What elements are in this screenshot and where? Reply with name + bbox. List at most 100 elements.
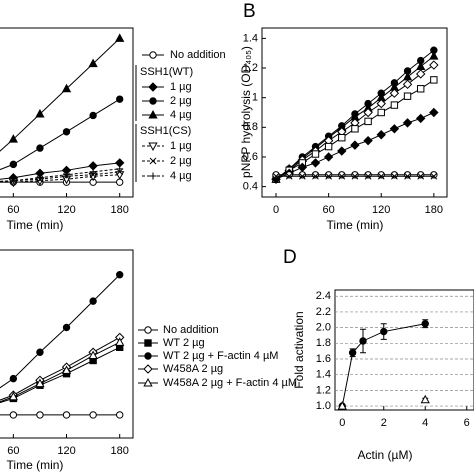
marker	[324, 142, 333, 151]
marker	[115, 33, 125, 42]
series-line	[0, 341, 120, 403]
marker	[416, 85, 425, 93]
legend-label: 1 µg	[170, 140, 192, 152]
marker	[377, 171, 385, 179]
x-tick-label: 120	[57, 204, 75, 216]
marker	[89, 168, 97, 176]
y-tick-label: 1.6	[316, 353, 331, 365]
series-line	[0, 274, 121, 389]
marker	[351, 171, 359, 179]
marker	[61, 83, 72, 93]
marker	[338, 134, 346, 142]
y-tick-label: 1.4	[243, 32, 258, 44]
marker	[403, 171, 412, 179]
marker	[377, 108, 385, 117]
marker	[89, 111, 97, 120]
marker	[88, 350, 98, 360]
marker	[391, 172, 398, 180]
marker	[143, 364, 153, 374]
marker	[144, 326, 152, 334]
marker	[337, 146, 347, 156]
plot-frame	[0, 249, 134, 439]
marker	[430, 172, 438, 180]
plot-frame	[0, 27, 134, 198]
marker	[148, 82, 158, 92]
marker	[36, 144, 44, 152]
y-tick-label: 1.2	[316, 384, 331, 396]
marker	[116, 271, 124, 279]
panel-label: B	[243, 1, 256, 22]
marker	[338, 171, 346, 179]
x-tick-label: 60	[323, 204, 335, 216]
x-tick-label: 6	[464, 417, 470, 429]
marker	[9, 411, 18, 419]
marker	[417, 172, 425, 180]
y-tick-label: 2.0	[316, 322, 331, 334]
y-tick-label: 1.2	[243, 62, 258, 74]
marker	[89, 411, 97, 419]
marker	[351, 125, 359, 133]
marker	[311, 171, 320, 179]
x-tick-label: 60	[7, 445, 19, 457]
marker	[416, 171, 425, 179]
marker	[337, 401, 347, 410]
x-axis-label: Actin (µM)	[358, 448, 413, 462]
x-tick-label: 120	[57, 445, 75, 457]
legend-label: 2 µg	[170, 95, 192, 107]
marker	[312, 172, 319, 180]
marker	[116, 411, 124, 419]
marker	[115, 337, 125, 346]
x-tick-label: 0	[273, 204, 279, 216]
marker	[376, 130, 386, 140]
marker	[63, 171, 71, 179]
x-tick-label: 60	[7, 204, 19, 216]
legend-label: W458A 2 µg + F-actin 4 µM	[163, 377, 297, 389]
marker	[311, 150, 320, 158]
marker	[61, 365, 72, 374]
marker	[430, 76, 438, 84]
x-axis-label: Time (min)	[7, 458, 64, 472]
marker	[9, 177, 17, 185]
series-line	[0, 38, 121, 152]
marker	[8, 134, 18, 143]
y-tick-label: 1	[252, 92, 258, 104]
marker	[390, 171, 399, 179]
y-axis-label: Fold activation	[292, 311, 306, 388]
marker	[350, 140, 360, 150]
marker	[359, 337, 367, 345]
y-tick-label: 2.4	[316, 290, 331, 302]
marker	[324, 171, 333, 179]
marker	[363, 135, 373, 146]
marker	[420, 394, 430, 404]
marker	[363, 107, 373, 118]
marker	[62, 323, 71, 332]
marker	[325, 172, 332, 180]
x-tick-label: 0	[339, 417, 345, 429]
marker	[36, 348, 44, 356]
marker	[380, 327, 388, 336]
marker	[148, 142, 158, 152]
marker	[285, 172, 293, 180]
marker	[415, 113, 426, 124]
marker	[35, 378, 45, 388]
legend-label: WT 2 µg + F-actin 4 µM	[163, 350, 278, 362]
legend-label: 4 µg	[170, 109, 192, 121]
legend-label: 1 µg	[170, 81, 192, 93]
marker	[298, 172, 306, 180]
x-tick-label: 180	[111, 204, 129, 216]
legend-label: W458A 2 µg	[163, 363, 223, 375]
y-tick-label: 0.4	[243, 181, 258, 193]
marker	[285, 171, 293, 179]
x-axis-label: Time (min)	[7, 218, 64, 232]
plot-frame	[334, 289, 474, 411]
marker	[144, 352, 152, 360]
marker	[416, 61, 426, 71]
marker	[364, 171, 372, 179]
x-tick-label: 2	[381, 417, 387, 429]
y-tick-label: 1.0	[316, 400, 331, 412]
x-tick-label: 180	[425, 204, 443, 216]
marker	[149, 97, 157, 105]
marker	[430, 171, 438, 179]
marker	[421, 320, 429, 328]
marker	[62, 128, 71, 136]
